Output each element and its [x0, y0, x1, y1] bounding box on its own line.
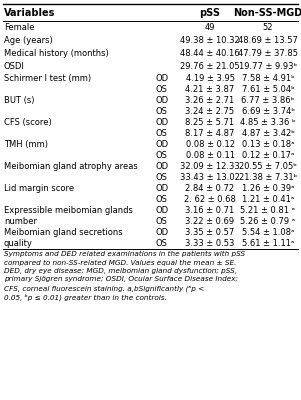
Text: pSS: pSS [200, 8, 221, 18]
Text: OD: OD [155, 118, 168, 127]
Text: 2. 62 ± 0.68: 2. 62 ± 0.68 [184, 195, 236, 204]
Text: 0.08 ± 0.12: 0.08 ± 0.12 [185, 140, 234, 149]
Text: DED, dry eye disease; MGD, meibomian gland dysfunction; pSS,: DED, dry eye disease; MGD, meibomian gla… [4, 268, 237, 274]
Text: OS: OS [155, 239, 167, 248]
Text: compared to non-SS-related MGD. Values equal the mean ± SE.: compared to non-SS-related MGD. Values e… [4, 260, 236, 266]
Text: Meibomian gland atrophy areas: Meibomian gland atrophy areas [4, 162, 138, 171]
Text: Non-SS-MGD: Non-SS-MGD [233, 8, 301, 18]
Text: 3.26 ± 2.71: 3.26 ± 2.71 [185, 96, 234, 105]
Text: 47.79 ± 37.85: 47.79 ± 37.85 [238, 49, 298, 58]
Text: 4.21 ± 3.87: 4.21 ± 3.87 [185, 85, 234, 94]
Text: 3.24 ± 2.75: 3.24 ± 2.75 [185, 107, 234, 116]
Text: 5.26 ± 0.79 ᵃ: 5.26 ± 0.79 ᵃ [240, 217, 296, 226]
Text: Symptoms and DED related examinations in the patients with pSS: Symptoms and DED related examinations in… [4, 251, 245, 257]
Text: CFS (score): CFS (score) [4, 118, 52, 127]
Text: OS: OS [155, 173, 167, 182]
Text: 1.21 ± 0.41ᵃ: 1.21 ± 0.41ᵃ [242, 195, 294, 204]
Text: OD: OD [155, 184, 168, 193]
Text: Expressible meibomian glands: Expressible meibomian glands [4, 206, 133, 215]
Text: Variables: Variables [4, 8, 55, 18]
Text: TMH (mm): TMH (mm) [4, 140, 48, 149]
Text: 20.55 ± 7.05ᵇ: 20.55 ± 7.05ᵇ [239, 162, 297, 171]
Text: 4.87 ± 3.42ᵇ: 4.87 ± 3.42ᵇ [242, 129, 294, 138]
Text: OD: OD [155, 140, 168, 149]
Text: quality: quality [4, 239, 33, 248]
Text: Age (years): Age (years) [4, 36, 53, 45]
Text: OD: OD [155, 74, 168, 83]
Text: 52: 52 [263, 23, 273, 32]
Text: 0.05, ᵇp ≤ 0.01) greater than in the controls.: 0.05, ᵇp ≤ 0.01) greater than in the con… [4, 294, 167, 301]
Text: OS: OS [155, 107, 167, 116]
Text: 48.69 ± 13.57: 48.69 ± 13.57 [238, 36, 298, 45]
Text: Symptoms and DED related examinations in the patients with pSS compared to non-S: Symptoms and DED related examinations in… [0, 399, 1, 400]
Text: 8.25 ± 5.71: 8.25 ± 5.71 [185, 118, 234, 127]
Text: 5.21 ± 0.81 ᵃ: 5.21 ± 0.81 ᵃ [240, 206, 296, 215]
Text: OD: OD [155, 96, 168, 105]
Text: OS: OS [155, 195, 167, 204]
Text: 0.13 ± 0.18ᵃ: 0.13 ± 0.18ᵃ [242, 140, 294, 149]
Text: 32.09 ± 12.33: 32.09 ± 12.33 [180, 162, 240, 171]
Text: Meibomian gland secretions: Meibomian gland secretions [4, 228, 123, 237]
Text: 3.16 ± 0.71: 3.16 ± 0.71 [185, 206, 234, 215]
Text: 33.43 ± 13.02: 33.43 ± 13.02 [180, 173, 240, 182]
Text: 5.54 ± 1.08ᵃ: 5.54 ± 1.08ᵃ [242, 228, 294, 237]
Text: 19.77 ± 9.93ᵇ: 19.77 ± 9.93ᵇ [239, 62, 297, 71]
Text: 49.38 ± 10.32: 49.38 ± 10.32 [180, 36, 240, 45]
Text: 6.77 ± 3.86ᵇ: 6.77 ± 3.86ᵇ [241, 96, 295, 105]
Text: 0.08 ± 0.11: 0.08 ± 0.11 [185, 151, 234, 160]
Text: OD: OD [155, 206, 168, 215]
Text: 48.44 ± 40.16: 48.44 ± 40.16 [180, 49, 240, 58]
Text: primary Sjögren syndrome; OSDI, Ocular Surface Disease Index;: primary Sjögren syndrome; OSDI, Ocular S… [4, 276, 238, 282]
Text: 1.26 ± 0.39ᵃ: 1.26 ± 0.39ᵃ [242, 184, 294, 193]
Text: 7.61 ± 5.04ᵇ: 7.61 ± 5.04ᵇ [242, 85, 294, 94]
Text: OSDI: OSDI [4, 62, 25, 71]
Text: CFS, corneal fluorescein staining. a,bSignificantly (ᵃp <: CFS, corneal fluorescein staining. a,bSi… [4, 285, 204, 292]
Text: Lid margin score: Lid margin score [4, 184, 74, 193]
Text: OS: OS [155, 129, 167, 138]
Text: 3.33 ± 0.53: 3.33 ± 0.53 [185, 239, 235, 248]
Text: OD: OD [155, 162, 168, 171]
Text: 4.85 ± 3.36 ᵇ: 4.85 ± 3.36 ᵇ [240, 118, 296, 127]
Text: Medical history (months): Medical history (months) [4, 49, 109, 58]
Text: 8.17 ± 4.87: 8.17 ± 4.87 [185, 129, 235, 138]
Text: OD: OD [155, 228, 168, 237]
Text: 6.69 ± 3.74ᵇ: 6.69 ± 3.74ᵇ [241, 107, 294, 116]
Text: 5.61 ± 1.11ᵃ: 5.61 ± 1.11ᵃ [242, 239, 294, 248]
Text: 21.38 ± 7.31ᵇ: 21.38 ± 7.31ᵇ [239, 173, 297, 182]
Text: 2.84 ± 0.72: 2.84 ± 0.72 [185, 184, 234, 193]
Text: 49: 49 [205, 23, 215, 32]
Text: 7.58 ± 4.91ᵇ: 7.58 ± 4.91ᵇ [242, 74, 294, 83]
Text: number: number [4, 217, 37, 226]
Text: OS: OS [155, 151, 167, 160]
Text: Female: Female [4, 23, 35, 32]
Text: OS: OS [155, 217, 167, 226]
Text: BUT (s): BUT (s) [4, 96, 35, 105]
Text: Schirmer I test (mm): Schirmer I test (mm) [4, 74, 91, 83]
Text: 29.76 ± 21.05: 29.76 ± 21.05 [180, 62, 240, 71]
Text: OS: OS [155, 85, 167, 94]
Text: 4.19 ± 3.95: 4.19 ± 3.95 [185, 74, 234, 83]
Text: 3.22 ± 0.69: 3.22 ± 0.69 [185, 217, 234, 226]
Text: 3.35 ± 0.57: 3.35 ± 0.57 [185, 228, 234, 237]
Text: 0.12 ± 0.17ᵃ: 0.12 ± 0.17ᵃ [242, 151, 294, 160]
